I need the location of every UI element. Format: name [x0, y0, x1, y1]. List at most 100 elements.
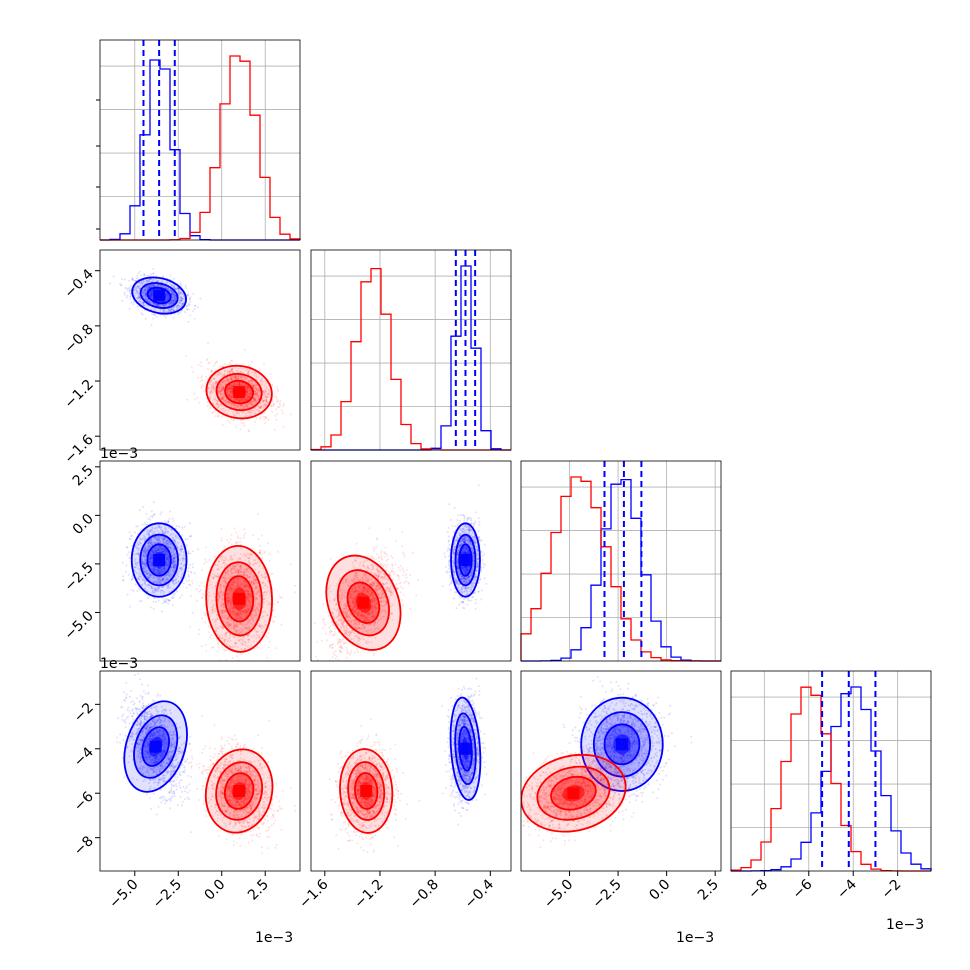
- red-sample-point: [265, 416, 267, 419]
- blue-sample-point: [167, 297, 170, 300]
- blue-sample-point: [177, 292, 180, 295]
- blue-sample-point: [144, 549, 147, 552]
- blue-sample-point: [168, 517, 171, 520]
- blue-sample-point: [163, 309, 166, 312]
- blue-sample-point: [121, 278, 123, 281]
- red-sample-point: [230, 378, 233, 381]
- red-sample-point: [235, 411, 238, 414]
- red-sample-point: [222, 382, 225, 384]
- red-sample-point: [214, 556, 216, 559]
- red-sample-point: [229, 402, 232, 404]
- red-sample-point: [254, 398, 257, 401]
- red-sample-point: [263, 399, 265, 402]
- blue-sample-point: [152, 302, 155, 305]
- blue-sample-point: [162, 565, 165, 568]
- blue-sample-point: [150, 585, 153, 588]
- red-sample-point: [262, 390, 265, 393]
- blue-sample-point: [168, 543, 171, 546]
- blue-sample-point: [166, 551, 169, 553]
- red-sample-point: [224, 402, 227, 404]
- blue-sample-point: [164, 527, 166, 530]
- blue-sample-point: [153, 597, 156, 600]
- blue-sample-point: [150, 291, 152, 294]
- blue-sample-point: [141, 506, 144, 508]
- red-sample-point: [210, 378, 213, 381]
- blue-sample-point: [153, 581, 156, 584]
- blue-sample-point: [179, 547, 182, 550]
- red-sample-point: [233, 382, 236, 385]
- red-sample-point: [233, 406, 236, 409]
- blue-sample-point: [156, 547, 159, 550]
- red-sample-point: [262, 405, 265, 408]
- blue-sample-point: [143, 582, 146, 585]
- red-sample-point: [249, 388, 252, 391]
- blue-sample-point: [179, 295, 182, 298]
- red-sample-point: [262, 406, 265, 409]
- blue-sample-point: [175, 577, 178, 580]
- blue-sample-point: [160, 548, 163, 551]
- red-sample-point: [223, 373, 226, 376]
- red-sample-point: [245, 385, 248, 388]
- red-sample-point: [269, 373, 272, 376]
- blue-sample-point: [135, 547, 138, 550]
- red-sample-point: [266, 393, 269, 396]
- blue-sample-point: [156, 304, 159, 307]
- red-sample-point: [212, 387, 215, 390]
- red-sample-point: [231, 379, 234, 382]
- red-sample-point: [246, 391, 249, 394]
- blue-sample-point: [146, 287, 149, 290]
- red-sample-point: [250, 372, 253, 375]
- blue-sample-point: [129, 284, 132, 287]
- blue-sample-point: [157, 547, 160, 550]
- blue-sample-point: [150, 289, 153, 292]
- red-sample-point: [256, 391, 259, 394]
- red-contour: [224, 379, 255, 405]
- red-sample-point: [246, 386, 249, 389]
- blue-sample-point: [176, 590, 178, 593]
- red-sample-point: [252, 384, 255, 387]
- blue-sample-point: [162, 577, 165, 580]
- red-sample-point: [271, 572, 274, 575]
- blue-sample-point: [168, 303, 171, 305]
- blue-sample-point: [141, 313, 144, 316]
- blue-sample-point: [165, 293, 168, 296]
- red-sample-point: [233, 377, 236, 379]
- red-sample-point: [225, 389, 228, 392]
- blue-sample-point: [159, 572, 162, 575]
- blue-sample-point: [166, 587, 169, 590]
- blue-sample-point: [164, 561, 167, 564]
- blue-sample-point: [157, 548, 160, 551]
- blue-sample-point: [148, 284, 151, 287]
- blue-sample-point: [160, 284, 163, 287]
- blue-sample-point: [147, 548, 150, 551]
- red-sample-point: [267, 393, 270, 396]
- red-sample-point: [235, 374, 238, 377]
- blue-sample-point: [149, 301, 152, 304]
- blue-sample-point: [138, 285, 141, 288]
- red-sample-point: [254, 398, 257, 401]
- blue-sample-point: [158, 572, 161, 575]
- blue-sample-point: [159, 545, 162, 548]
- red-sample-point: [252, 398, 255, 401]
- blue-sample-point: [143, 547, 146, 550]
- blue-sample-point: [155, 572, 157, 575]
- blue-sample-point: [151, 553, 154, 556]
- blue-sample-point: [179, 567, 181, 569]
- red-sample-point: [234, 404, 236, 406]
- blue-sample-point: [143, 580, 146, 583]
- blue-sample-point: [178, 305, 181, 307]
- blue-sample-point: [170, 290, 173, 293]
- blue-sample-point: [164, 550, 167, 553]
- blue-sample-point: [155, 568, 158, 571]
- red-sample-point: [251, 383, 254, 386]
- red-sample-point: [242, 382, 245, 385]
- blue-sample-point: [171, 579, 174, 582]
- red-sample-point: [198, 590, 201, 593]
- blue-sample-point: [172, 296, 175, 299]
- red-sample-point: [253, 401, 256, 404]
- red-sample-point: [240, 405, 243, 407]
- blue-sample-point: [153, 566, 156, 568]
- red-sample-point: [222, 380, 225, 383]
- blue-sample-point: [126, 294, 129, 297]
- blue-sample-point: [143, 562, 146, 565]
